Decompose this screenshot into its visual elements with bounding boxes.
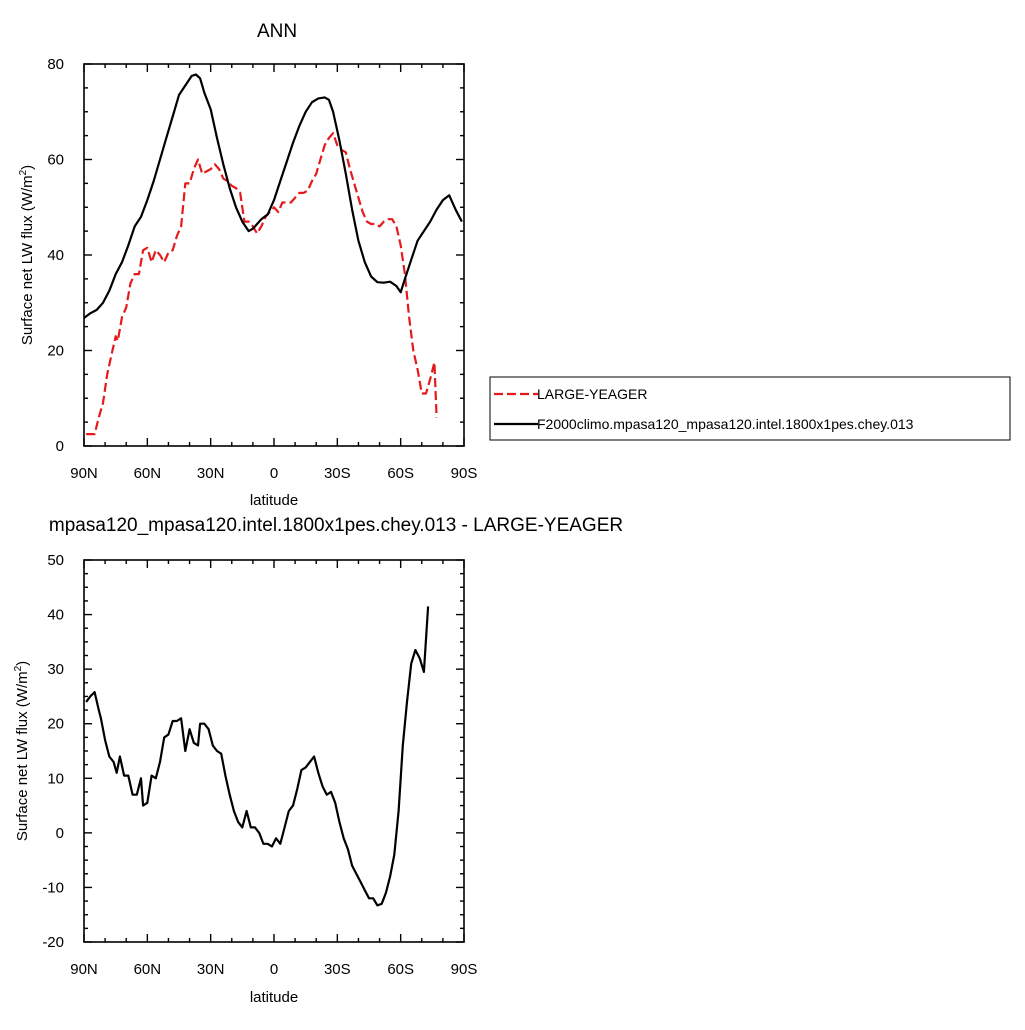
bottom-x-tick-label: 30N: [197, 961, 225, 978]
bottom-series-line-difference: [85, 606, 430, 907]
bottom-plot-frame: [83, 559, 465, 943]
bottom-chart-title: mpasa120_mpasa120.intel.1800x1pes.chey.0…: [49, 515, 623, 536]
top-y-tick-label: 80: [47, 56, 64, 73]
bottom-x-axis-label: latitude: [250, 989, 298, 1006]
top-panel: ANN 90N 60N 30N 0 30S 60S 90S 0 20 40 60 80 latitud…: [18, 21, 1011, 509]
legend: LARGE-YEAGER F2000climo.mpasa120_mpasa12…: [489, 376, 1011, 441]
bottom-x-tick-label: 60S: [387, 961, 414, 978]
bottom-x-tick-label: 90S: [451, 961, 478, 978]
top-series-line-f2000climo: [83, 73, 463, 319]
bottom-x-tick-label: 90N: [70, 961, 98, 978]
top-x-tick-label: 60N: [134, 465, 162, 482]
top-x-tick-label: 90S: [451, 465, 478, 482]
bottom-y-tick-label: 0: [56, 825, 64, 842]
top-x-tick-label: 0: [270, 465, 278, 482]
bottom-y-tick-label: 40: [47, 607, 64, 624]
top-plot-frame: [83, 63, 465, 447]
bottom-x-tick-label: 30S: [324, 961, 351, 978]
legend-box: [489, 376, 1011, 441]
top-x-tick-label: 30N: [197, 465, 225, 482]
bottom-y-tick-label: -10: [42, 879, 64, 896]
top-series-group: [83, 73, 463, 436]
top-y-tick-label: 60: [47, 152, 64, 169]
top-chart-title: ANN: [257, 21, 297, 42]
legend-label-f2000climo: F2000climo.mpasa120_mpasa120.intel.1800x…: [537, 416, 914, 432]
top-x-tick-label: 30S: [324, 465, 351, 482]
top-x-axis-label: latitude: [250, 492, 298, 509]
legend-label-large-yeager: LARGE-YEAGER: [537, 386, 647, 402]
bottom-y-axis-label: Surface net LW flux (W/m2): [13, 661, 31, 841]
top-y-tick-label: 40: [47, 247, 64, 264]
bottom-axis-ticks: 90N 60N 30N 0 30S 60S 90S -20 -10 0 10 20 30 40 50: [42, 552, 477, 978]
top-x-tick-label: 60S: [387, 465, 414, 482]
top-axis-ticks: 90N 60N 30N 0 30S 60S 90S 0 20 40 60 80: [47, 56, 477, 482]
top-y-tick-label: 20: [47, 343, 64, 360]
bottom-x-tick-label: 0: [270, 961, 278, 978]
bottom-series-group: [85, 606, 430, 907]
top-y-axis-label: Surface net LW flux (W/m2): [18, 165, 36, 345]
bottom-y-tick-label: 20: [47, 716, 64, 733]
bottom-y-tick-label: 10: [47, 770, 64, 787]
bottom-y-tick-label: -20: [42, 934, 64, 951]
bottom-panel: mpasa120_mpasa120.intel.1800x1pes.chey.0…: [13, 515, 623, 1006]
bottom-y-tick-label: 50: [47, 552, 64, 569]
top-series-line-large-yeager: [86, 132, 438, 436]
top-y-tick-label: 0: [56, 438, 64, 455]
bottom-x-tick-label: 60N: [134, 961, 162, 978]
bottom-y-tick-label: 30: [47, 661, 64, 678]
top-x-tick-label: 90N: [70, 465, 98, 482]
